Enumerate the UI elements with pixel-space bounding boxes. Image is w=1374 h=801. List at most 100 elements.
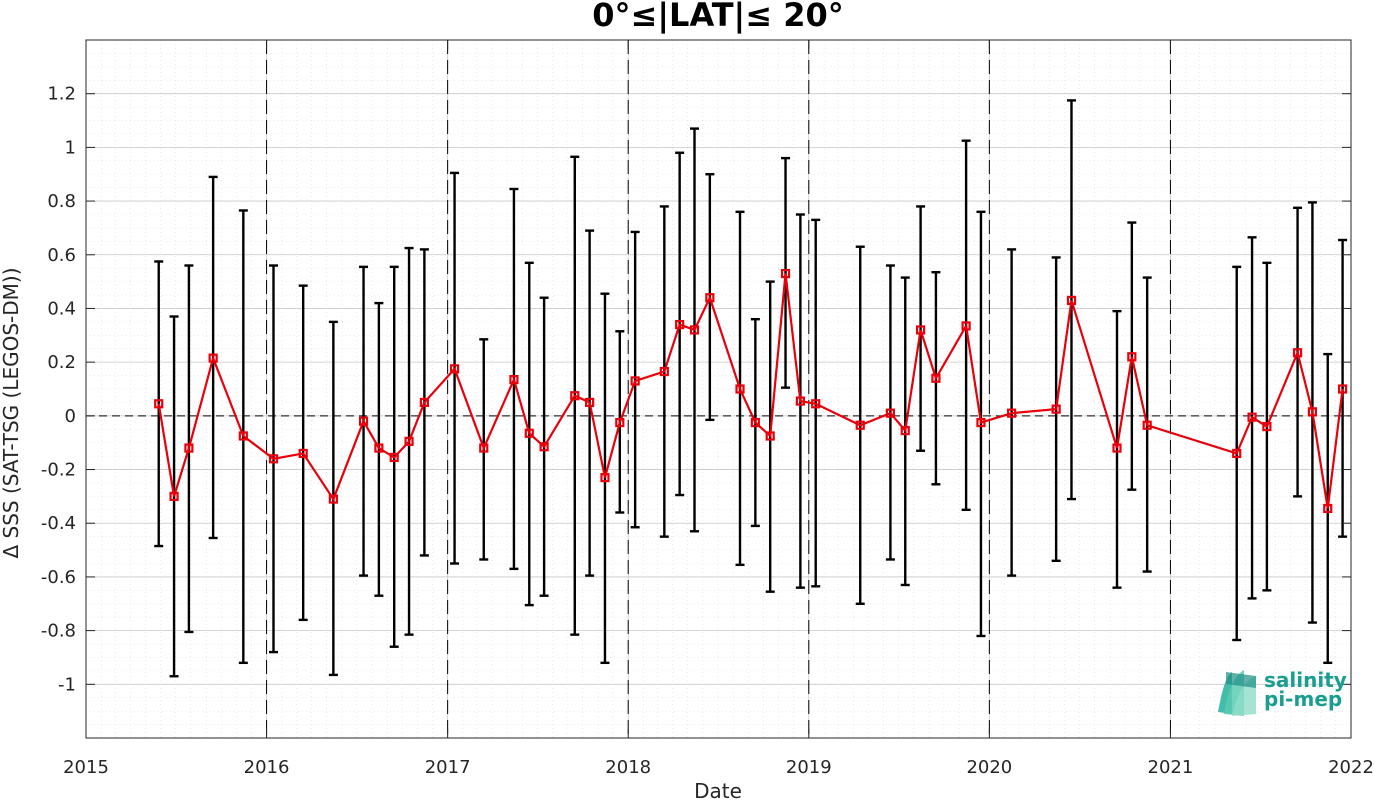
- y-tick-label: -0.6: [41, 567, 76, 588]
- data-point: [630, 376, 640, 386]
- data-point: [539, 442, 549, 452]
- y-tick-label: -0.4: [41, 513, 76, 534]
- x-axis-label: Date: [694, 779, 742, 801]
- data-point: [585, 397, 595, 408]
- data-point: [855, 420, 865, 430]
- series-markers: [154, 268, 1348, 514]
- data-point: [885, 408, 896, 418]
- data-point: [298, 448, 308, 459]
- y-axis-label: Δ SSS (SAT-TSG (LEGOS-DM)): [0, 267, 23, 558]
- error-bar: [976, 210, 986, 638]
- error-bar: [600, 292, 610, 665]
- series-line: [157, 273, 1344, 509]
- data-point: [735, 384, 745, 394]
- error-bar: [630, 230, 640, 529]
- data-point: [689, 325, 700, 335]
- data-point: [479, 443, 489, 453]
- x-tick-label: 2019: [786, 757, 832, 778]
- data-point: [509, 375, 519, 385]
- data-point: [615, 417, 625, 428]
- data-point: [449, 364, 460, 374]
- data-point: [154, 399, 164, 409]
- y-tick-label: 0: [65, 406, 76, 427]
- data-point: [915, 325, 926, 335]
- data-point: [780, 268, 791, 279]
- data-point: [524, 428, 534, 438]
- data-point: [1337, 384, 1348, 394]
- y-tick-labels: -1 -0.8 -0.6 -0.4 -0.2 0 0.2 0.4 0.6 0.8 1 1.2: [41, 84, 76, 696]
- data-point: [1127, 352, 1137, 362]
- error-bar: [1066, 99, 1076, 501]
- data-point: [705, 293, 715, 303]
- data-point: [1112, 443, 1122, 453]
- data-point: [811, 399, 821, 409]
- salinity-pi-mep-logo: salinity pi-mep: [1218, 668, 1347, 716]
- y-tick-label: -1: [58, 674, 76, 695]
- x-tick-label: 2017: [425, 757, 471, 778]
- y-tick-label: 1.2: [47, 84, 76, 105]
- logo-line1: salinity: [1264, 668, 1347, 692]
- data-point: [1007, 408, 1017, 418]
- axis-ticks: [85, 40, 1352, 738]
- data-point: [1307, 407, 1318, 417]
- x-tick-labels: 2015 2016 2017 2018 2019 2020 2021 2022: [63, 757, 1374, 778]
- data-point: [1066, 295, 1077, 306]
- wave-logo-icon: [1218, 670, 1256, 716]
- error-bar: [1127, 221, 1137, 491]
- data-point: [419, 397, 429, 408]
- data-point: [795, 396, 805, 406]
- grid: [85, 39, 1351, 739]
- data-point: [765, 431, 775, 441]
- y-tick-label: 0.4: [47, 298, 76, 319]
- error-bar: [781, 156, 791, 389]
- x-tick-label: 2021: [1148, 757, 1194, 778]
- data-point: [374, 443, 384, 453]
- data-point: [750, 417, 760, 428]
- y-tick-label: -0.8: [41, 621, 76, 642]
- data-point: [976, 417, 986, 428]
- x-tick-label: 2022: [1328, 757, 1374, 778]
- data-point: [1051, 404, 1061, 414]
- y-tick-label: 0.6: [47, 245, 76, 266]
- data-point: [1292, 348, 1303, 358]
- data-point: [169, 491, 179, 501]
- error-bars: [154, 99, 1348, 678]
- error-bar: [1338, 238, 1348, 538]
- axes-box: [85, 39, 1352, 739]
- data-point: [659, 366, 669, 377]
- y-tick-label: 1: [65, 137, 76, 158]
- data-point: [184, 443, 194, 453]
- data-point: [675, 319, 685, 330]
- y-tick-label: 0.8: [47, 191, 76, 212]
- data-point: [961, 321, 971, 331]
- x-tick-label: 2020: [966, 757, 1012, 778]
- error-bar: [916, 205, 926, 452]
- data-point: [900, 426, 910, 436]
- x-tick-label: 2018: [605, 757, 651, 778]
- data-point: [1142, 420, 1152, 430]
- data-point: [268, 454, 279, 464]
- x-tick-label: 2015: [63, 757, 109, 778]
- chart-title: 0°≤|LAT|≤ 20°: [592, 0, 843, 35]
- year-separators: [266, 40, 1171, 738]
- data-point: [1262, 421, 1272, 432]
- data-point: [1247, 412, 1257, 422]
- error-bar: [374, 301, 384, 597]
- y-tick-label: -0.2: [41, 460, 76, 481]
- data-point: [208, 353, 218, 363]
- logo-line2: pi-mep: [1264, 687, 1342, 711]
- data-point: [570, 391, 580, 401]
- data-point: [404, 436, 414, 446]
- data-point: [358, 416, 369, 426]
- x-tick-label: 2016: [244, 757, 290, 778]
- data-point: [931, 373, 941, 383]
- data-point: [328, 494, 338, 504]
- data-point: [600, 472, 610, 483]
- data-point: [1323, 503, 1333, 514]
- y-tick-label: 0.2: [47, 352, 76, 373]
- data-point: [1232, 448, 1242, 459]
- data-point: [389, 452, 399, 463]
- data-point: [238, 431, 248, 441]
- error-bar: [1112, 309, 1122, 589]
